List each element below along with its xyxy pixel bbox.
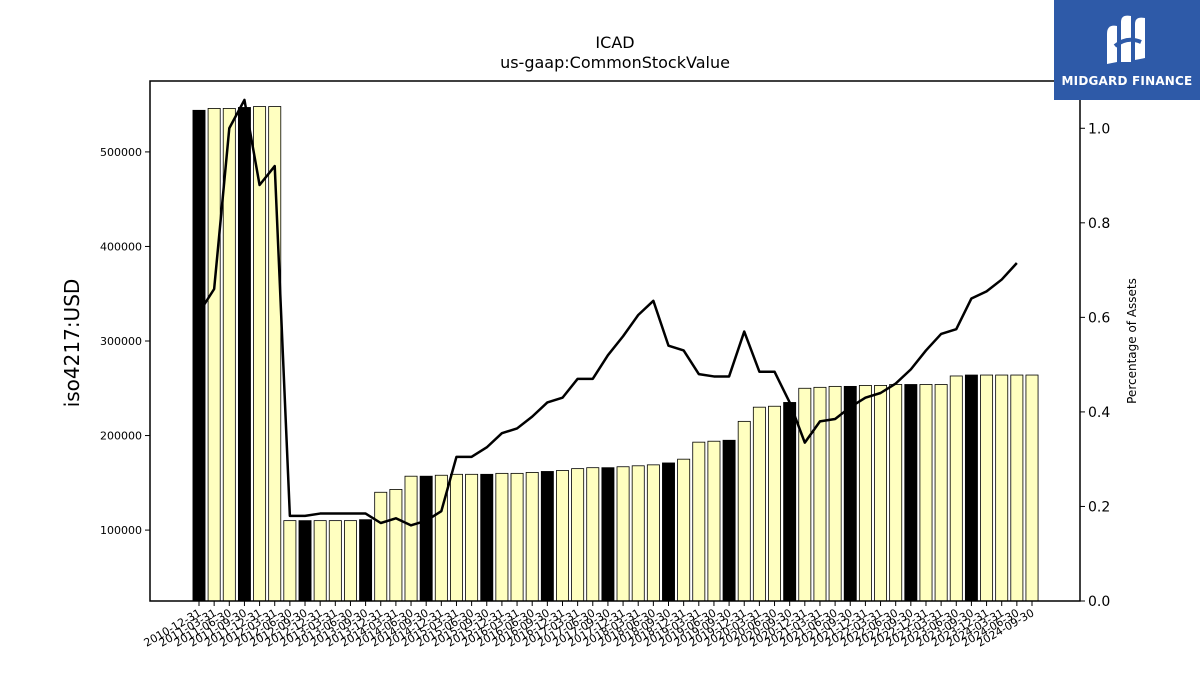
bar [904,384,918,602]
bar [949,375,963,602]
bar [980,374,994,602]
bar [480,473,494,602]
y-tick-label: 400000 [100,240,142,253]
bar [692,441,706,602]
bar [298,520,312,602]
bar [601,467,615,602]
chart-subtitle: us-gaap:CommonStockValue [500,53,730,72]
bar [192,109,206,602]
line-layer [197,98,1018,527]
x-ticks: 2010-12-312011-03-312011-06-302011-09-30… [142,601,1037,650]
bar [540,471,554,602]
bar [858,385,872,602]
bar [631,465,645,602]
brand-name: MIDGARD FINANCE [1061,74,1193,88]
midgard-logo-mark-icon [1107,15,1145,64]
y2-tick-label: 0.8 [1088,216,1110,232]
bar [343,520,357,602]
bar [722,439,736,602]
bar [389,489,403,602]
bar [768,405,781,602]
bar [889,384,903,602]
brand-logo: MIDGARD FINANCE [1054,0,1200,100]
bar [525,472,539,602]
y-ticks: 100000 200000 300000 400000 500000 [100,146,150,537]
bar [313,520,327,602]
y2-tick-label: 0.6 [1088,310,1110,326]
bar [934,384,948,602]
bar [616,466,630,602]
bar [843,385,857,602]
bar [798,387,812,602]
bar [283,520,297,602]
bar [556,470,569,602]
bar [964,374,978,602]
bar [752,406,766,602]
bar [783,402,797,602]
y-tick-label: 100000 [100,524,142,537]
bar [677,458,691,602]
bar [662,462,675,602]
bar [919,384,933,602]
bar [874,385,888,602]
bar [359,519,373,602]
bar [419,475,433,602]
bar [1025,374,1039,602]
bar [813,386,827,602]
bar [237,107,251,602]
bar [207,108,221,602]
bar [1010,374,1024,602]
y-axis-label: iso4217:USD [60,279,84,408]
bar [510,472,524,602]
bar [465,473,479,602]
bar [328,520,342,602]
bar [995,374,1009,602]
bar [646,464,660,602]
bar [495,472,509,602]
bar [450,473,463,602]
bars [192,106,1039,602]
bar [586,467,600,602]
bar [707,440,721,602]
bar [404,475,418,602]
y-tick-label: 500000 [100,146,142,159]
bar [374,491,388,602]
y2-tick-label: 1.0 [1088,121,1110,137]
chart-title: ICAD [595,33,634,52]
bar [571,468,585,602]
y2-ticks: 0.0 0.2 0.4 0.6 0.8 1.0 [1080,121,1110,610]
y-tick-label: 300000 [100,335,142,348]
y2-tick-label: 0.0 [1088,594,1110,610]
y2-axis-label: Percentage of Assets [1125,278,1139,404]
bar [737,420,751,602]
y2-tick-label: 0.4 [1088,405,1110,421]
y-tick-label: 200000 [100,430,142,443]
percentage-line [197,98,1018,527]
y2-tick-label: 0.2 [1088,499,1110,515]
